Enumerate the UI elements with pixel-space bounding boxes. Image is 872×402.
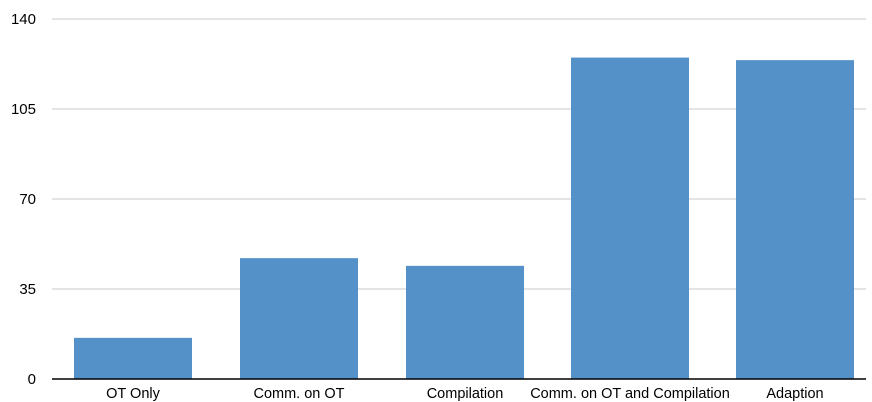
x-tick-label: Adaption [766,386,823,402]
y-tick-label: 140 [11,11,36,28]
y-tick-label: 0 [28,371,36,388]
x-tick-label: OT Only [106,386,160,402]
x-tick-label: Comm. on OT and Compilation [530,386,730,402]
bar [736,60,854,380]
y-tick-label: 35 [19,281,36,298]
y-tick-label: 105 [11,101,36,118]
x-tick-label: Compilation [427,386,504,402]
bar [406,265,524,379]
bar [240,258,358,379]
x-tick-label: Comm. on OT [253,386,344,402]
bar [571,57,689,379]
y-tick-label: 70 [19,191,36,208]
bar [74,337,192,379]
